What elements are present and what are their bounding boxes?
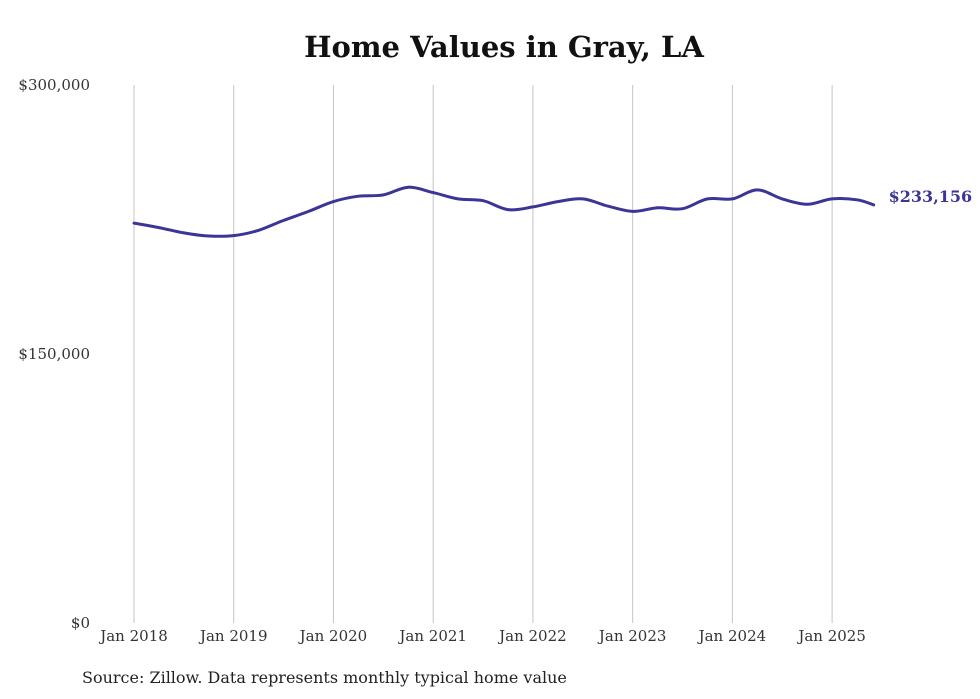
x-tick-label: Jan 2022 (497, 627, 567, 645)
x-tick-label: Jan 2018 (98, 627, 168, 645)
x-tick-label: Jan 2025 (796, 627, 866, 645)
y-tick-label: $0 (71, 614, 90, 632)
source-note: Source: Zillow. Data represents monthly … (82, 668, 567, 687)
y-axis-labels: $0 $150,000 $300,000 (18, 76, 90, 632)
x-tick-label: Jan 2024 (697, 627, 767, 645)
grid-lines (133, 85, 833, 623)
x-tick-label: Jan 2021 (397, 627, 467, 645)
end-value-label: $233,156 (889, 187, 973, 206)
x-tick-label: Jan 2020 (298, 627, 368, 645)
home-value-line (132, 185, 876, 238)
x-axis-labels: Jan 2018 Jan 2019 Jan 2020 Jan 2021 Jan 2022… (98, 627, 866, 645)
chart-title: Home Values in Gray, LA (304, 30, 704, 64)
x-tick-label: Jan 2023 (597, 627, 667, 645)
y-tick-label: $300,000 (18, 76, 90, 94)
y-tick-label: $150,000 (18, 345, 90, 363)
x-tick-label: Jan 2019 (198, 627, 268, 645)
